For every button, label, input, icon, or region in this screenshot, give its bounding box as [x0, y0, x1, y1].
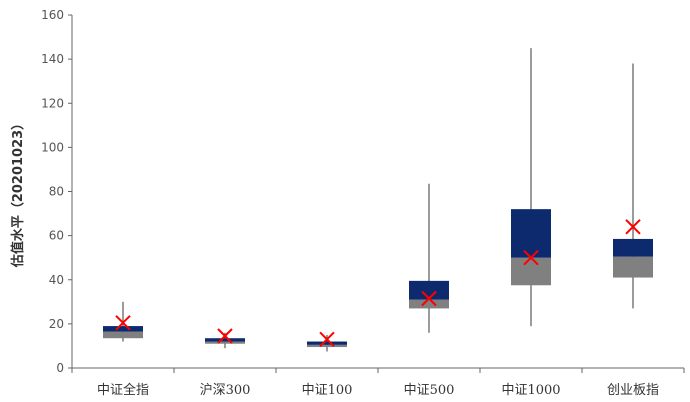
box-lower [613, 256, 653, 278]
box-6 [613, 63, 653, 309]
box-upper [103, 326, 143, 332]
box-upper [409, 280, 449, 300]
marker-stroke [625, 219, 641, 235]
box-upper [205, 338, 245, 342]
marker-stroke [217, 328, 233, 344]
box-lower [511, 257, 551, 286]
box-5 [511, 48, 551, 327]
box-4 [409, 183, 449, 333]
box-series [103, 48, 653, 352]
current-value-marker [625, 219, 641, 235]
y-tick-label: 0 [56, 361, 64, 375]
current-value-marker [115, 315, 131, 331]
y-tick-label: 160 [41, 8, 64, 22]
y-tick-label: 20 [49, 317, 64, 331]
box-lower [307, 344, 347, 348]
current-value-marker [319, 331, 335, 348]
box-lower [409, 299, 449, 309]
marker-stroke [523, 249, 539, 266]
box-2 [205, 328, 245, 349]
marker-stroke [319, 331, 335, 348]
y-axis-ticks: 0 20 40 60 80 100 120 140 160 [41, 8, 72, 375]
box-upper [511, 209, 551, 258]
x-tick-label: 中证全指 [97, 382, 149, 398]
box-upper [613, 238, 653, 257]
marker-stroke [115, 315, 131, 331]
current-value-marker [421, 290, 437, 307]
y-tick-label: 60 [49, 229, 64, 243]
box-lower [205, 341, 245, 344]
x-tick-label: 中证1000 [501, 383, 560, 398]
y-tick-label: 120 [41, 96, 64, 110]
marker-stroke [421, 290, 437, 307]
box-lower [103, 331, 143, 339]
x-tick-label: 沪深300 [200, 382, 251, 398]
current-value-marker [217, 328, 233, 344]
axes [71, 15, 685, 373]
x-tick-label: 中证100 [302, 383, 353, 398]
y-tick-label: 40 [49, 273, 64, 287]
x-tick-label: 中证500 [404, 383, 455, 398]
box-upper [307, 341, 347, 345]
y-axis-label: 估值水平（20201023） [10, 117, 26, 268]
x-axis-labels: 中证全指 沪深300 中证100 中证500 中证1000 创业板指 [97, 382, 659, 398]
y-tick-label: 140 [41, 52, 64, 66]
box-3 [307, 331, 347, 352]
y-tick-label: 80 [49, 185, 64, 199]
current-value-marker [523, 249, 539, 266]
y-tick-label: 100 [41, 140, 64, 154]
box-1 [103, 301, 143, 342]
x-tick-label: 创业板指 [607, 383, 659, 398]
